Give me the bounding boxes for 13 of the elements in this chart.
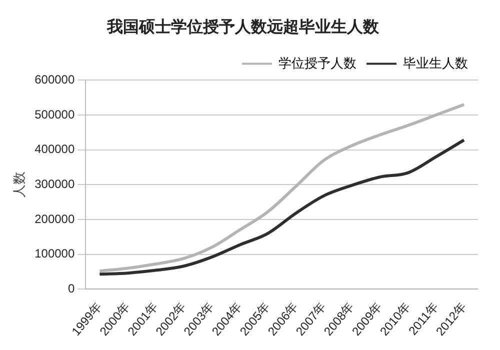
y-tick-label: 400000 (34, 142, 75, 156)
y-tick-label: 100000 (34, 246, 75, 261)
line-series (98, 103, 466, 272)
chart-title: 我国硕士学位授予人数远超毕业生人数 (106, 18, 380, 36)
y-tick-label: 0 (68, 281, 75, 296)
y-tick-label: 500000 (34, 107, 75, 122)
legend-label: 毕业生人数 (403, 55, 468, 70)
legend-label: 学位授予人数 (278, 55, 356, 70)
y-tick-label: 600000 (34, 72, 75, 87)
y-tick-label: 200000 (34, 212, 75, 226)
y-axis-title: 人数 (11, 172, 26, 198)
y-tick-label: 300000 (34, 176, 75, 191)
line-series (98, 138, 466, 276)
